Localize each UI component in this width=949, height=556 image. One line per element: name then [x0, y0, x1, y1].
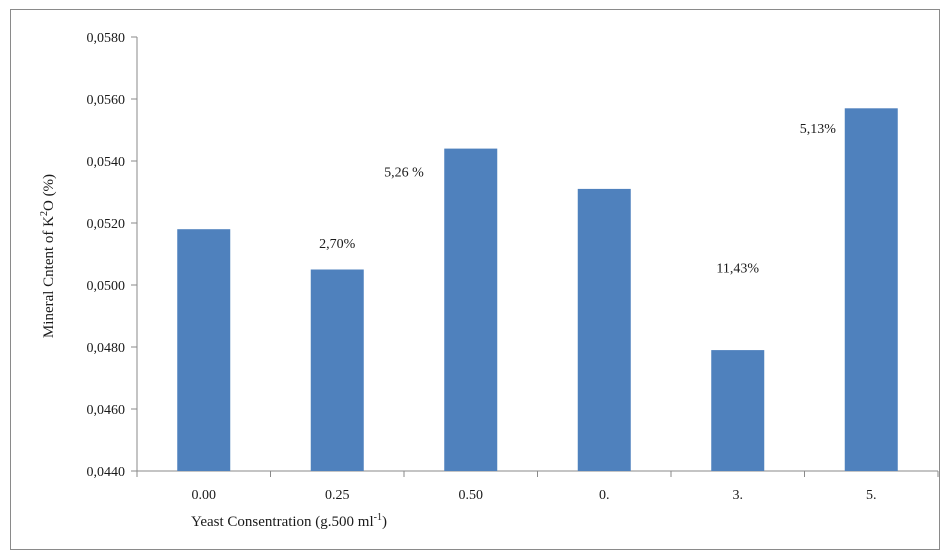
x-tick-label: 5. — [866, 488, 877, 503]
y-tick-label: 0,0480 — [87, 341, 126, 356]
y-axis: 0,0440 0,0460 0,0480 0,0500 0,0520 0,0540 0,05… — [87, 31, 138, 480]
annotations: 2,70% 5,26 % 11,43% 5,13% — [319, 122, 836, 277]
data-annotation: 2,70% — [319, 237, 356, 252]
bars — [177, 108, 898, 472]
bar — [177, 229, 231, 471]
data-annotation: 5,26 % — [384, 166, 424, 181]
x-axis-title: Yeast Consentration (g.500 ml-1) — [191, 512, 387, 530]
y-tick-label: 0,0540 — [87, 155, 126, 170]
bar — [711, 350, 765, 471]
bar — [310, 269, 364, 471]
x-tick-label: 0.25 — [325, 488, 350, 503]
y-tick-label: 0,0500 — [87, 279, 126, 294]
y-axis-title: Mineral Cntent of K2O (%) — [39, 174, 57, 338]
x-tick-label: 0.00 — [192, 488, 217, 503]
x-tick-label: 0.50 — [459, 488, 484, 503]
x-tick-label: 0. — [599, 488, 610, 503]
y-tick-label: 0,0460 — [87, 403, 126, 418]
y-tick-label: 0,0440 — [87, 465, 126, 480]
y-tick-label: 0,0520 — [87, 217, 126, 232]
x-axis: 0.00 0.25 0.50 0. 3. 5. — [136, 470, 939, 503]
data-annotation: 11,43% — [716, 262, 759, 277]
data-annotation: 5,13% — [800, 122, 837, 137]
y-tick-label: 0,0560 — [87, 93, 126, 108]
bar — [577, 188, 631, 471]
bar — [844, 108, 898, 472]
bar — [444, 148, 498, 471]
x-tick-label: 3. — [733, 488, 744, 503]
y-tick-label: 0,0580 — [87, 31, 126, 46]
